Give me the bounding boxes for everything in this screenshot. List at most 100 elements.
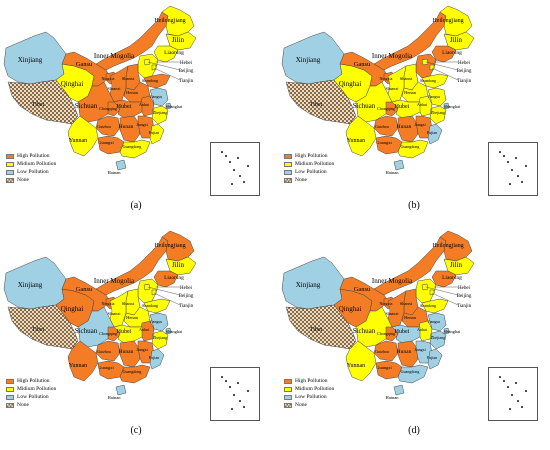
province-jiangsu: [149, 87, 169, 107]
province-fujian: [149, 123, 165, 145]
label-jilin: Jilin: [450, 36, 463, 44]
legend-item-none: None: [284, 176, 334, 184]
province-tianjin: [429, 64, 435, 71]
label-beijing: Beijing: [179, 294, 194, 299]
label-fujian: Fujian: [149, 130, 159, 135]
province-tianjin: [151, 64, 157, 71]
label-innermongolia: Inner Mogolia: [372, 52, 413, 60]
panel-label: (b): [408, 200, 420, 211]
legend-swatch: [6, 169, 14, 175]
province-liaoning: [153, 45, 179, 63]
label-hubei: Hubei: [117, 329, 132, 335]
island-dot: [233, 169, 235, 171]
label-hubei: Hubei: [395, 104, 410, 110]
label-qinghai: Qinghai: [339, 80, 362, 88]
province-guangdong: [119, 364, 151, 384]
legend-label: Low Pollution: [295, 169, 327, 175]
province-tibet: [285, 304, 357, 350]
label-innermongolia: Inner Mogolia: [372, 277, 413, 285]
label-guangdong: Guangdong: [123, 144, 142, 149]
label-tibet: Tibet: [310, 327, 323, 333]
province-shaanxi: [387, 290, 407, 328]
legend-item-high: High Pollution: [6, 152, 56, 160]
label-shanghai: Shanghai: [166, 329, 183, 334]
province-liaoning: [431, 45, 457, 63]
legend-swatch: [284, 161, 292, 167]
island-dot: [229, 161, 231, 163]
province-shanghai: [165, 327, 172, 335]
label-zhejiang: Zhejiang: [431, 110, 445, 115]
label-tianjin: Tianjin: [179, 79, 194, 84]
legend-item-low: Low Pollution: [6, 168, 56, 176]
label-chongqing: Chongqing: [377, 331, 395, 336]
province-shaanxi: [109, 290, 129, 328]
label-ningxia: Ningxia: [102, 301, 115, 306]
island-dot: [239, 175, 241, 177]
label-hunan: Hunan: [119, 124, 134, 130]
island-dot: [247, 165, 249, 167]
label-sichuan: Sichuan: [75, 102, 98, 110]
province-beijing: [143, 283, 151, 291]
province-shandong: [143, 298, 171, 314]
island-dot: [503, 155, 505, 157]
label-hunan: Hunan: [397, 124, 412, 130]
label-tibet: Tibet: [310, 102, 323, 108]
label-hubei: Hubei: [395, 329, 410, 335]
leader-line: [431, 67, 459, 81]
province-hubei: [391, 324, 421, 344]
province-guizhou: [373, 115, 399, 137]
island-dot: [225, 155, 227, 157]
label-shanxi: Shanxi: [400, 301, 413, 306]
label-yunnan: Yunnan: [347, 363, 365, 369]
label-innermongolia: Inner Mogolia: [94, 277, 135, 285]
map-panel-d: Xinjiang Tibet Qinghai Gansu Inner Mogolia He…: [280, 227, 548, 445]
label-shaanxi: Shaanxi: [386, 86, 400, 91]
province-shaanxi: [109, 65, 129, 103]
province-yunnan: [345, 340, 377, 382]
legend-item-high: High Pollution: [284, 377, 334, 385]
label-hubei: Hubei: [117, 104, 132, 110]
label-guizhou: Guizhou: [97, 124, 111, 129]
province-shanghai: [443, 102, 450, 110]
legend-swatch: [6, 394, 14, 400]
legend-item-none: None: [6, 176, 56, 184]
south-china-sea-inset: [210, 367, 260, 421]
legend-label: Midium Pollution: [17, 161, 57, 167]
label-liaoning: Liaoning: [442, 50, 462, 56]
south-china-sea-inset: [488, 142, 538, 196]
south-china-sea-inset: [488, 367, 538, 421]
label-jiangxi: Jiangxi: [414, 122, 426, 127]
island-dot: [221, 151, 223, 153]
label-anhui: Anhui: [139, 102, 150, 107]
label-jilin: Jilin: [172, 261, 185, 269]
province-yunnan: [345, 115, 377, 157]
island-dot: [221, 376, 223, 378]
label-hebei: Hebei: [180, 61, 193, 66]
province-jiangsu: [427, 87, 447, 107]
label-yunnan: Yunnan: [347, 138, 365, 144]
label-henan: Henan: [126, 315, 138, 320]
province-tianjin: [151, 289, 157, 296]
label-beijing: Beijing: [457, 294, 472, 299]
island-dot: [515, 382, 517, 384]
province-hubei: [113, 99, 143, 119]
island-dot: [517, 175, 519, 177]
province-shandong: [421, 298, 449, 314]
label-zhejiang: Zhejiang: [153, 110, 167, 115]
province-shandong: [143, 73, 171, 89]
label-guizhou: Guizhou: [97, 349, 111, 354]
legend-swatch: [6, 386, 14, 392]
legend-label: None: [295, 402, 307, 408]
label-tianjin: Tianjin: [179, 304, 194, 309]
legend-label: High Pollution: [295, 378, 328, 384]
label-hainan: Hainan: [108, 170, 122, 175]
legend-label: Low Pollution: [17, 169, 49, 175]
label-jiangxi: Jiangxi: [414, 347, 426, 352]
legend-item-mid: Midium Pollution: [284, 385, 334, 393]
legend-item-low: Low Pollution: [284, 393, 334, 401]
label-guangxi: Guangxi: [98, 140, 114, 145]
island-dot: [231, 183, 233, 185]
label-guangxi: Guangxi: [376, 365, 392, 370]
label-jiangsu: Jiangsu: [150, 319, 162, 324]
